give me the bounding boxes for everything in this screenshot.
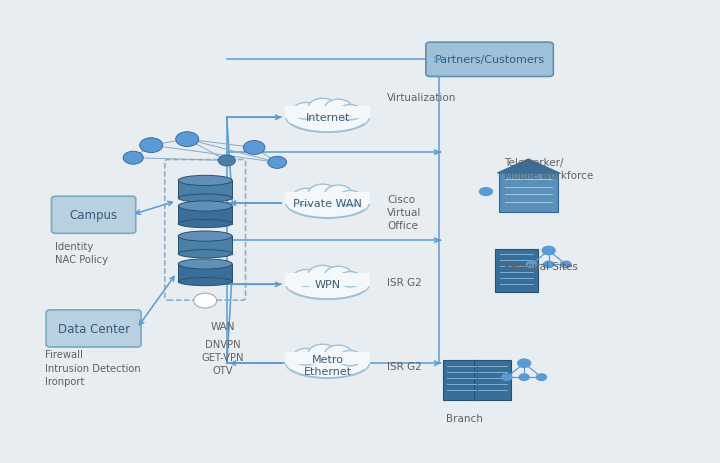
Circle shape [518,359,531,368]
Circle shape [338,272,362,287]
Text: ISR G2: ISR G2 [387,278,422,288]
Text: Regional Sites: Regional Sites [504,262,578,272]
Circle shape [293,270,319,287]
Text: Branch: Branch [446,413,483,423]
FancyBboxPatch shape [52,197,135,234]
FancyBboxPatch shape [285,352,370,365]
Circle shape [338,191,362,206]
FancyBboxPatch shape [179,181,232,199]
FancyBboxPatch shape [179,237,232,254]
Ellipse shape [179,194,232,203]
Ellipse shape [179,232,232,242]
Ellipse shape [179,250,232,258]
FancyBboxPatch shape [495,249,538,293]
Circle shape [194,294,217,308]
Ellipse shape [179,176,232,186]
Circle shape [308,185,337,203]
Text: Identity
NAC Policy: Identity NAC Policy [55,242,109,265]
Ellipse shape [286,348,369,379]
Circle shape [325,267,352,284]
Circle shape [338,106,362,121]
Circle shape [325,100,352,118]
Circle shape [502,374,512,381]
Text: Cisco
Virtual
Office: Cisco Virtual Office [387,194,422,231]
Circle shape [325,345,352,363]
Circle shape [123,152,143,165]
Text: Campus: Campus [70,209,117,222]
Ellipse shape [179,278,232,286]
Text: Teleworker/
Mobile workforce: Teleworker/ Mobile workforce [504,157,593,181]
Circle shape [243,141,265,155]
Ellipse shape [286,103,369,133]
FancyBboxPatch shape [46,310,141,347]
Text: WPN: WPN [315,280,341,290]
Text: Internet: Internet [305,113,350,123]
Circle shape [325,186,352,203]
Circle shape [561,262,571,268]
FancyBboxPatch shape [499,173,558,213]
Ellipse shape [179,259,232,269]
Circle shape [218,156,235,167]
Ellipse shape [286,269,369,300]
Ellipse shape [286,189,369,219]
Text: Data Center: Data Center [58,322,130,335]
FancyBboxPatch shape [285,192,370,205]
Circle shape [140,138,163,153]
Circle shape [176,132,199,147]
Ellipse shape [179,220,232,228]
Circle shape [526,262,536,268]
Text: Metro
Ethernet: Metro Ethernet [304,354,351,376]
Text: Private WAN: Private WAN [293,199,362,209]
FancyBboxPatch shape [285,106,370,119]
Circle shape [479,188,493,197]
FancyBboxPatch shape [285,273,370,286]
Circle shape [544,262,554,268]
Text: DNVPN
GET-VPN
OTV: DNVPN GET-VPN OTV [202,339,245,375]
Circle shape [308,344,337,363]
Circle shape [542,247,555,255]
FancyBboxPatch shape [443,360,480,400]
Ellipse shape [179,201,232,212]
Text: Firewall
Intrusion Detection
Ironport: Firewall Intrusion Detection Ironport [45,350,140,386]
FancyBboxPatch shape [474,360,511,400]
FancyBboxPatch shape [179,264,232,282]
Text: ISR G2: ISR G2 [387,361,422,371]
Circle shape [308,99,337,118]
Circle shape [536,374,546,381]
Circle shape [338,351,362,366]
Text: Partners/Customers: Partners/Customers [435,55,544,65]
Circle shape [308,266,337,284]
Polygon shape [498,160,559,174]
Circle shape [268,157,287,169]
Text: WAN: WAN [211,322,235,332]
Circle shape [293,349,319,365]
Text: Virtualization: Virtualization [387,93,456,103]
Circle shape [519,374,529,381]
FancyBboxPatch shape [179,206,232,224]
Circle shape [293,103,319,120]
Circle shape [293,189,319,206]
FancyBboxPatch shape [426,43,554,77]
